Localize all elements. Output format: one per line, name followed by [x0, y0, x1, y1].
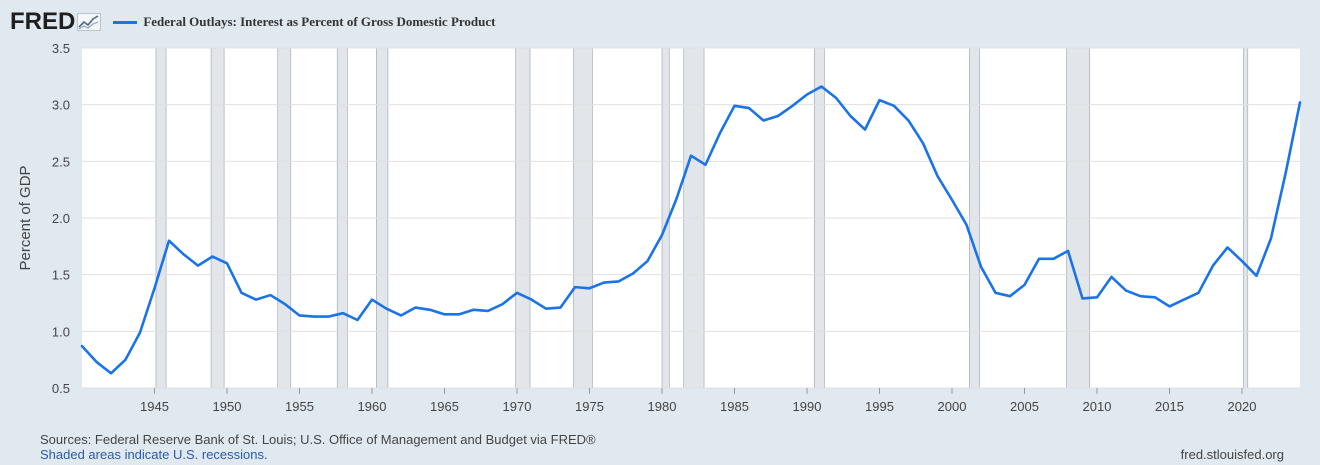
legend: Federal Outlays: Interest as Percent of … [113, 14, 495, 30]
y-tick-label: 1.0 [52, 324, 70, 339]
x-tick-label: 1990 [793, 399, 822, 414]
y-tick-label: 0.5 [52, 381, 70, 396]
x-tick-label: 2005 [1010, 399, 1039, 414]
chart-header: FRED Federal Outlays: Interest as Percen… [10, 6, 495, 38]
x-tick-label: 1980 [648, 399, 677, 414]
x-tick-label: 2015 [1155, 399, 1184, 414]
legend-swatch [113, 20, 138, 24]
legend-label: Federal Outlays: Interest as Percent of … [143, 14, 496, 29]
mini-chart-icon [77, 13, 102, 31]
y-tick-label: 2.0 [52, 211, 70, 226]
fred-logo-text: FRED [10, 8, 76, 35]
fred-logo[interactable]: FRED [10, 8, 102, 36]
y-tick-label: 2.5 [52, 154, 70, 169]
x-axis-ticks: 1945 1950 1955 1960 1965 1970 1975 1980 1985 1990… [140, 388, 1256, 414]
site-link[interactable]: fred.stlouisfed.org [1180, 447, 1284, 462]
x-tick-label: 1950 [213, 399, 242, 414]
y-tick-label: 3.5 [52, 41, 70, 56]
x-tick-label: 1970 [503, 399, 532, 414]
x-tick-label: 1965 [430, 399, 459, 414]
grid-lines [82, 47, 1300, 389]
series-line[interactable] [80, 85, 1302, 375]
x-tick-label: 1975 [575, 399, 604, 414]
y-axis-label: Percent of GDP [17, 165, 34, 270]
sources-text: Sources: Federal Reserve Bank of St. Lou… [40, 432, 596, 447]
x-tick-label: 1960 [358, 399, 387, 414]
x-tick-label: 2020 [1228, 399, 1257, 414]
y-tick-label: 3.0 [52, 98, 70, 113]
y-tick-label: 1.5 [52, 268, 70, 283]
x-tick-label: 2000 [938, 399, 967, 414]
x-tick-label: 1985 [720, 399, 749, 414]
x-tick-label: 1945 [140, 399, 169, 414]
y-axis-ticks: 0.5 1.0 1.5 2.0 2.5 3.0 3.5 [52, 41, 70, 396]
recession-note-link[interactable]: Shaded areas indicate U.S. recessions. [40, 447, 268, 462]
x-tick-label: 2010 [1083, 399, 1112, 414]
x-tick-label: 1955 [285, 399, 314, 414]
x-tick-label: 1995 [865, 399, 894, 414]
